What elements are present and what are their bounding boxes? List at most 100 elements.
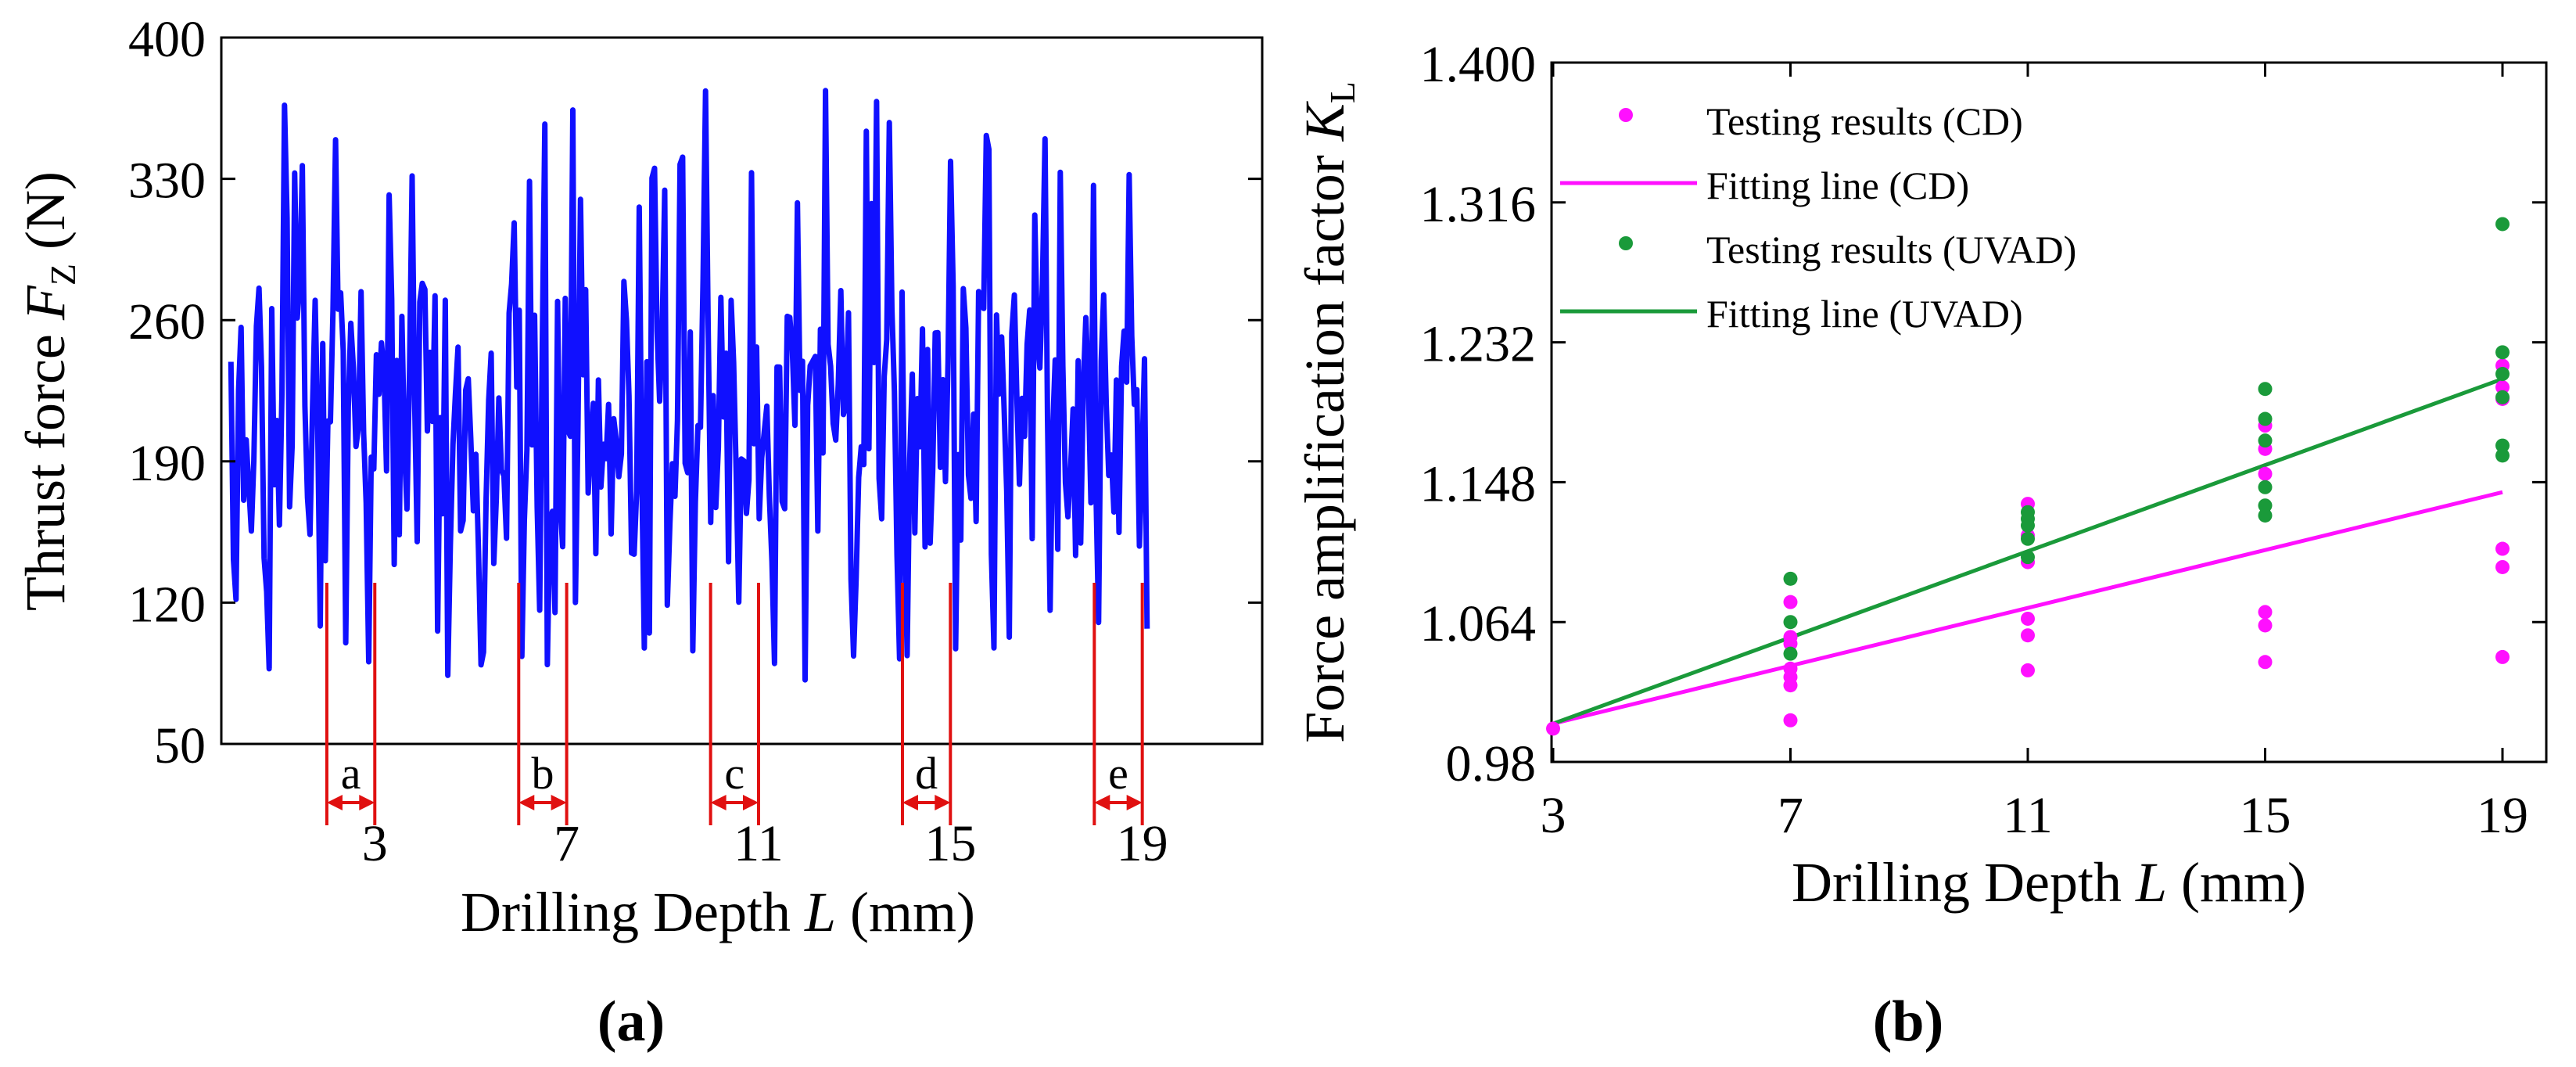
- data-point: [2258, 498, 2273, 513]
- legend-entry: Fitting line (UVAD): [1560, 292, 2023, 336]
- interval-label: a: [341, 748, 361, 799]
- panel-b-points: [1546, 217, 2510, 736]
- panel-b-plot-border: [1550, 61, 2548, 763]
- panel-b-y-tick-label: 1.316: [1420, 176, 1537, 233]
- legend-entry: Fitting line (CD): [1560, 163, 1969, 207]
- panel-a-y-tick-label: 260: [128, 293, 206, 350]
- data-point: [2495, 217, 2510, 232]
- data-point: [2495, 559, 2510, 574]
- panel-a-intervals: a b c d e: [325, 583, 1144, 825]
- data-point: [2021, 531, 2035, 546]
- data-point: [2495, 438, 2510, 453]
- panel-a-caption: (a): [597, 990, 665, 1054]
- interval-arrowhead-left: [710, 795, 727, 810]
- data-point: [2258, 466, 2273, 481]
- data-point: [2495, 448, 2510, 463]
- panel-b-x-tick-label: 19: [2477, 787, 2528, 844]
- panel-a-y-tick-label: 120: [128, 576, 206, 633]
- interval-label: b: [531, 748, 554, 799]
- data-point: [1783, 646, 1798, 661]
- data-point: [2495, 345, 2510, 360]
- data-point: [1783, 661, 1798, 676]
- legend-entry: Testing results (UVAD): [1619, 228, 2076, 271]
- interval-arrowhead-left: [1094, 795, 1110, 810]
- data-point: [2258, 605, 2273, 620]
- interval-marker-c: c: [709, 583, 760, 825]
- data-point: [2258, 433, 2273, 448]
- panel-a-y-tick-label: 400: [128, 11, 206, 68]
- interval-marker-d: d: [900, 583, 953, 825]
- interval-label: c: [724, 748, 744, 799]
- thrust-force-trace: [228, 88, 1150, 683]
- panel-b-x-tick-label: 11: [2003, 787, 2053, 844]
- data-point: [1546, 721, 1560, 736]
- panel-b-y-tick-label: 1.064: [1420, 595, 1537, 652]
- data-point: [2021, 550, 2035, 565]
- panel-b-y-tick-label: 1.148: [1420, 455, 1537, 512]
- data-point: [2495, 380, 2510, 395]
- panel-a-x-axis-label: Drilling Depth L (mm): [461, 881, 975, 943]
- data-point: [2021, 505, 2035, 519]
- legend-label: Testing results (UVAD): [1706, 228, 2076, 271]
- panel-b-legend: Testing results (CD) Fitting line (CD) Tes…: [1560, 99, 2076, 336]
- panel-b-y-tick-label: 1.400: [1420, 36, 1537, 93]
- data-point: [2258, 508, 2273, 523]
- panel-b-caption: (b): [1873, 990, 1943, 1054]
- panel-a-y-tick-label: 50: [154, 717, 206, 774]
- panel-a: 50 120 190 260 330 400 3 7 11 15 19 a b c d e Drillin…: [14, 11, 1264, 1054]
- interval-arrowhead-left: [326, 795, 343, 810]
- panel-a-y-tick-label: 330: [128, 153, 206, 210]
- panel-a-y-ticks: 50 120 190 260 330 400: [128, 11, 1262, 774]
- legend-label: Fitting line (CD): [1706, 163, 1969, 207]
- data-point: [2258, 411, 2273, 426]
- data-point: [1783, 615, 1798, 630]
- data-point: [2495, 390, 2510, 404]
- panel-b-y-tick-label: 0.98: [1446, 735, 1537, 792]
- data-point: [1783, 630, 1798, 645]
- interval-arrowhead-right: [1126, 795, 1143, 810]
- interval-arrowhead-right: [551, 795, 567, 810]
- data-point: [2021, 628, 2035, 643]
- legend-entry: Testing results (CD): [1619, 99, 2023, 143]
- panel-b: 0.98 1.064 1.148 1.232 1.316 1.400 3 7 11 15 19 T…: [1293, 36, 2548, 1054]
- panel-b-x-tick-label: 7: [1778, 787, 1803, 844]
- data-point: [2495, 367, 2510, 382]
- data-point: [2021, 611, 2035, 626]
- panel-b-y-ticks: 0.98 1.064 1.148 1.232 1.316 1.400: [1420, 36, 2546, 792]
- data-point: [2495, 649, 2510, 664]
- legend-label: Fitting line (UVAD): [1706, 292, 2023, 336]
- interval-marker-e: e: [1092, 583, 1144, 825]
- data-point: [1783, 571, 1798, 586]
- interval-arrowhead-right: [742, 795, 759, 810]
- interval-marker-a: a: [325, 583, 377, 825]
- data-point: [2258, 618, 2273, 633]
- interval-arrowhead-left: [518, 795, 535, 810]
- data-point: [2258, 480, 2273, 494]
- panel-a-y-axis-label: Thrust force FZ (N): [14, 171, 83, 611]
- data-point: [1783, 595, 1798, 609]
- panel-b-x-ticks: 3 7 11 15 19: [1541, 63, 2528, 844]
- data-point: [2495, 541, 2510, 556]
- panel-b-x-tick-label: 15: [2240, 787, 2291, 844]
- interval-arrowhead-right: [359, 795, 375, 810]
- panel-b-y-tick-label: 1.232: [1420, 316, 1537, 373]
- interval-marker-b: b: [517, 583, 569, 825]
- interval-label: d: [915, 748, 938, 799]
- panel-b-y-axis-label: Force amplification factor KL: [1293, 81, 1362, 743]
- fit-line: [1552, 490, 2503, 726]
- legend-label: Testing results (CD): [1706, 99, 2023, 143]
- panel-a-frame: [220, 36, 1264, 745]
- interval-arrowhead-left: [902, 795, 918, 810]
- data-point: [2258, 655, 2273, 670]
- panel-b-x-tick-label: 3: [1541, 787, 1566, 844]
- panel-a-x-ticks: 3 7 11 15 19: [362, 730, 1168, 872]
- panel-a-trace-layer: [228, 88, 1150, 683]
- data-point: [1783, 713, 1798, 728]
- interval-label: e: [1108, 748, 1128, 799]
- panel-b-x-axis-label: Drilling Depth L (mm): [1792, 851, 2306, 914]
- panel-a-plot-border: [220, 36, 1264, 745]
- data-point: [2258, 382, 2273, 397]
- legend-dot-swatch: [1619, 236, 1633, 250]
- panel-a-y-tick-label: 190: [128, 435, 206, 492]
